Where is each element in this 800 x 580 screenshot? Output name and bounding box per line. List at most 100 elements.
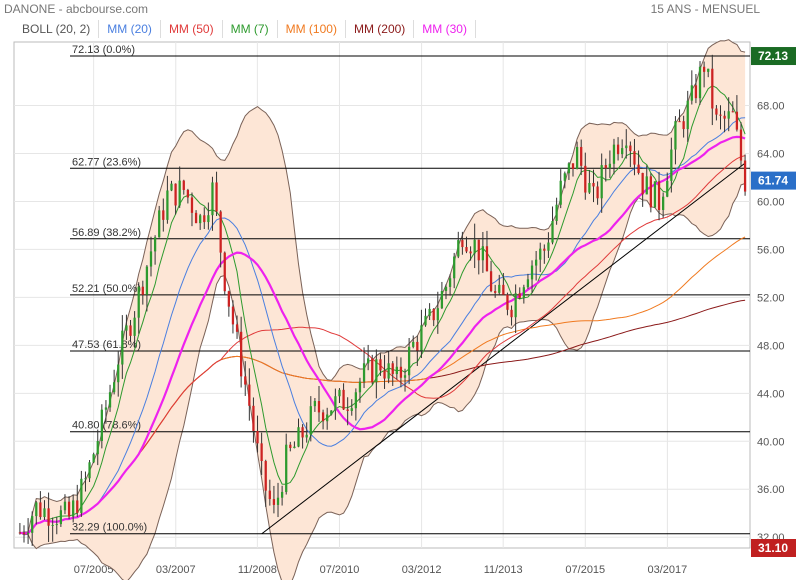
candle-body (641, 172, 644, 195)
candle-body (698, 66, 702, 99)
candle-body (231, 306, 235, 325)
candle-body (190, 197, 194, 213)
candle-body (26, 532, 30, 535)
x-tick-label: 07/2005 (74, 564, 114, 576)
candle-body (403, 375, 407, 378)
candle-body (473, 239, 476, 254)
candle-body (248, 384, 251, 406)
candle-body (547, 242, 550, 251)
candle-body (145, 266, 149, 295)
ma-20-line (19, 117, 746, 534)
legend-item[interactable]: MM (20) (99, 20, 161, 38)
candle-body (342, 389, 345, 410)
candle-body (256, 430, 259, 444)
candle-body (440, 291, 444, 309)
candle-body (182, 180, 185, 190)
candle-body (178, 180, 181, 206)
legend-item[interactable]: MM (30) (414, 20, 476, 38)
candle-body (485, 246, 489, 272)
candle-body (367, 358, 370, 364)
candle-body (436, 308, 439, 321)
candle-body (88, 462, 91, 479)
x-tick-label: 07/2015 (565, 564, 605, 576)
legend-item[interactable]: MM (7) (223, 20, 278, 38)
candle-body (645, 176, 648, 195)
candle-body (424, 315, 427, 326)
candle-body (416, 341, 419, 351)
candle-body (731, 111, 734, 113)
candle-body (530, 265, 534, 280)
candle-body (534, 259, 538, 266)
candle-body (383, 370, 386, 379)
bollinger-upper-line (19, 39, 746, 534)
candle-body (596, 186, 599, 199)
candle-body (608, 163, 612, 169)
candle-body (117, 364, 120, 383)
candle-body (448, 278, 452, 287)
candle-body (108, 392, 112, 408)
candle-body (334, 396, 337, 411)
candle-body (707, 68, 710, 72)
candle-body (453, 256, 456, 279)
y-tick-label: 48.00 (757, 340, 785, 352)
candle-body (112, 382, 116, 393)
candle-body (104, 407, 108, 410)
candle-body (682, 121, 685, 130)
legend-item[interactable]: BOLL (20, 2) (14, 20, 100, 38)
candle-body (55, 524, 58, 526)
price-badge-box (751, 47, 796, 66)
candle-body (207, 215, 210, 223)
candle-body (694, 85, 698, 99)
candle-body (637, 164, 640, 173)
candle-body (391, 363, 394, 375)
legend-item[interactable]: MM (100) (278, 20, 346, 38)
candle-body (420, 325, 423, 351)
price-badge-box (751, 171, 796, 190)
candle-body (84, 478, 87, 480)
price-badge-box (751, 539, 796, 557)
candle-body (268, 490, 271, 500)
legend-item[interactable]: MM (50) (161, 20, 223, 38)
candle-body (457, 240, 460, 257)
x-tick-label: 11/2008 (238, 564, 277, 576)
fib-level-label: 56.89 (38.2%) (72, 227, 141, 239)
ma-30-line (19, 135, 746, 535)
candle-body (600, 165, 603, 199)
candle-body (711, 68, 714, 109)
candle-body (510, 309, 513, 318)
candle-body (76, 500, 79, 513)
candle-body (158, 210, 161, 238)
candle-body (59, 510, 63, 525)
candle-body (690, 85, 693, 101)
candle-body (346, 409, 349, 411)
candle-body (35, 502, 38, 517)
candle-body (526, 279, 530, 288)
bollinger-band-fill (19, 39, 746, 580)
candle-body (592, 182, 595, 187)
candle-body (260, 443, 263, 462)
candle-body (395, 366, 398, 375)
y-tick-label: 40.00 (757, 436, 785, 448)
fib-level-label: 72.13 (0.0%) (72, 44, 135, 56)
support-trendline (261, 162, 746, 535)
candle-body (407, 346, 411, 376)
candle-body (244, 376, 247, 385)
candle-body (662, 196, 665, 210)
candle-body (199, 215, 202, 224)
candle-body (551, 220, 554, 243)
legend-item[interactable]: MM (200) (346, 20, 415, 38)
candle-body (559, 180, 562, 205)
candle-body (141, 286, 144, 295)
candle-body (379, 359, 382, 371)
candle-body (563, 173, 566, 181)
y-tick-label: 52.00 (757, 292, 785, 304)
x-tick-label: 07/2010 (320, 564, 360, 576)
candle-body (194, 212, 198, 224)
candle-body (354, 392, 357, 409)
candle-body (330, 410, 333, 415)
candle-body (371, 358, 374, 383)
fib-level-label: 52.21 (50.0%) (72, 283, 141, 295)
candle-body (72, 500, 75, 517)
candle-body (31, 516, 34, 533)
